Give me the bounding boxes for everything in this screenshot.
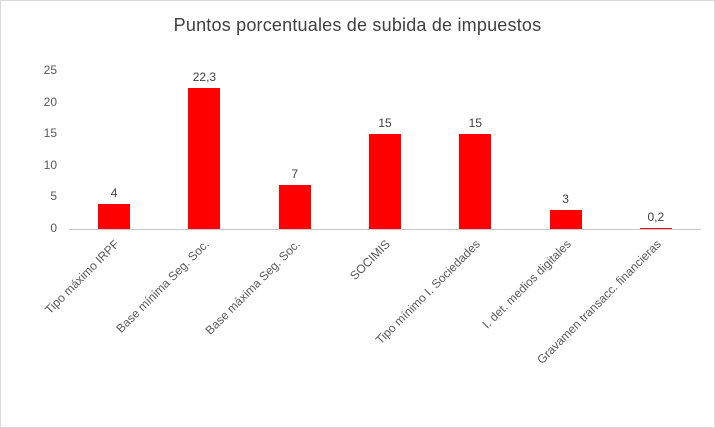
chart-title: Puntos porcentuales de subida de impuest… <box>173 15 542 35</box>
y-axis-tick-label: 0 <box>50 221 57 235</box>
bar-value-label: 15 <box>468 116 482 131</box>
y-axis-tick-label: 20 <box>43 94 57 109</box>
y-axis-tick-label: 15 <box>43 126 57 141</box>
x-axis-label: Base máxima Seg. Soc. <box>202 237 303 338</box>
bar <box>549 210 582 229</box>
bar-value-label: 0,2 <box>647 209 665 224</box>
y-axis-tick-label: 10 <box>43 157 57 172</box>
bar <box>188 88 221 229</box>
y-axis-tick-label: 25 <box>43 63 57 77</box>
x-axis-label: Gravamen transacc. financieras <box>534 237 664 367</box>
bar-value-label: 4 <box>110 185 118 200</box>
x-axis-label: SOCIMIS <box>347 237 393 283</box>
bar-value-label: 22,3 <box>192 70 217 85</box>
bar <box>459 134 492 229</box>
x-axis-line <box>69 229 701 230</box>
x-axis-label: Base mínima Seg. Soc. <box>113 237 213 336</box>
x-axis-label: Tipo mínimo I. Sociedades <box>373 237 484 348</box>
y-axis-tick-label: 5 <box>50 189 57 204</box>
bar-value-label: 3 <box>562 192 569 207</box>
x-axis-label: I. det. medios digitales <box>479 237 574 332</box>
bar-value-label: 7 <box>291 166 299 181</box>
bar <box>98 203 131 229</box>
bar <box>278 184 311 229</box>
bar <box>639 227 672 229</box>
bar <box>369 134 401 229</box>
bar-value-label: 15 <box>378 116 392 131</box>
